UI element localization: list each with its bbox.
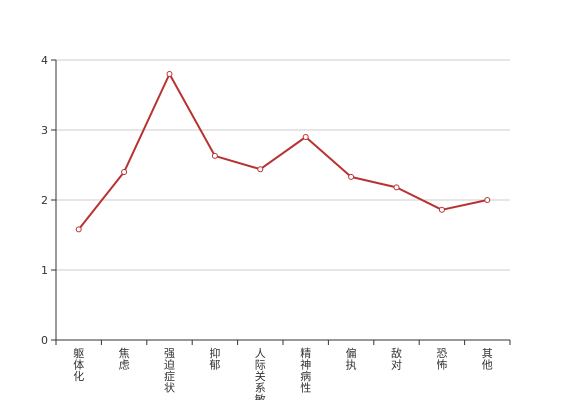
series-group: [75, 71, 491, 233]
x-tick-label: 躯体化: [73, 347, 84, 383]
data-point[interactable]: [166, 71, 173, 77]
x-axis: 躯体化 焦虑 强迫症状 抑郁 人际关系敏感 精神病性 偏执 敌对 恐怖 其他: [55, 339, 511, 400]
data-point[interactable]: [438, 206, 445, 213]
x-tick-label: 焦虑: [119, 347, 130, 372]
x-tick-label: 恐怖: [436, 347, 447, 372]
x-tick-label: 敌对: [391, 346, 402, 372]
series-line: [77, 73, 488, 231]
data-point[interactable]: [257, 166, 264, 173]
data-point[interactable]: [211, 152, 218, 159]
y-axis: 0 1 2 3 4: [41, 54, 57, 347]
data-point[interactable]: [348, 173, 355, 180]
data-point[interactable]: [393, 184, 400, 191]
y-tick-label: 0: [41, 334, 48, 347]
x-tick-label: 偏执: [346, 346, 357, 372]
data-point[interactable]: [75, 226, 82, 233]
x-tick-label: 人际关系敏感: [255, 347, 266, 400]
x-tick-label: 强迫症状: [164, 347, 175, 395]
data-point[interactable]: [484, 197, 491, 203]
y-tick-label: 3: [41, 124, 48, 137]
grid-lines: [56, 59, 510, 271]
x-tick-label: 精神病性: [300, 347, 311, 395]
y-tick-label: 1: [41, 264, 48, 277]
y-tick-label: 4: [41, 54, 48, 67]
x-tick-label: 其他: [482, 347, 493, 372]
y-tick-label: 2: [41, 194, 48, 207]
x-tick-label: 抑郁: [209, 346, 220, 372]
data-point[interactable]: [302, 134, 309, 140]
data-point[interactable]: [121, 169, 128, 175]
